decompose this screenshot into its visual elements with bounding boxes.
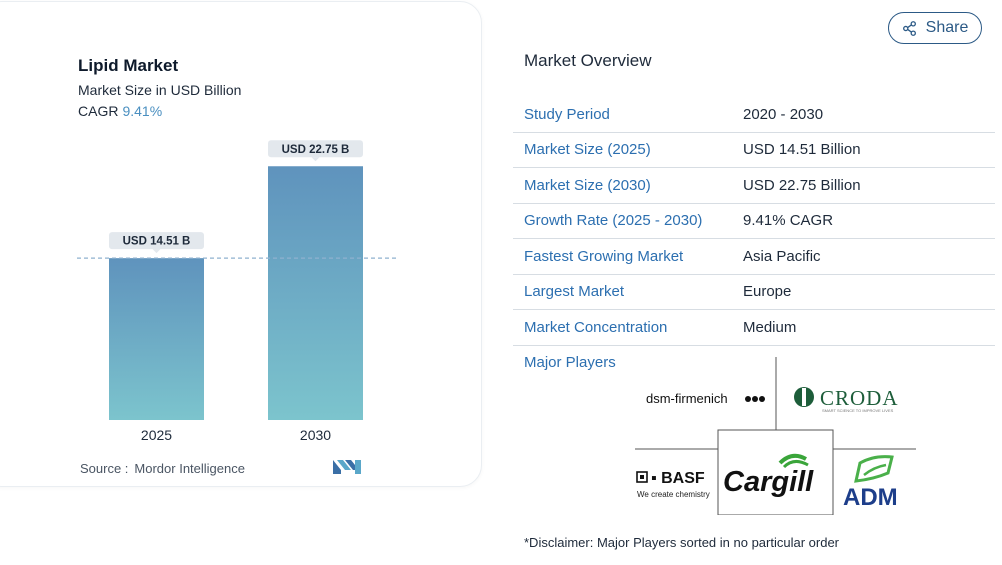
overview-row-concentration: Market Concentration Medium (513, 310, 995, 346)
share-button[interactable]: Share (888, 12, 982, 44)
cargill-logo: Cargill (723, 453, 814, 498)
bar-2030 (268, 166, 363, 420)
overview-row-market-size-2025: Market Size (2025) USD 14.51 Billion (513, 132, 995, 168)
row-value: USD 22.75 Billion (743, 176, 861, 194)
chart-cagr: CAGR 9.41% (78, 103, 162, 119)
chart-source: Source : Mordor Intelligence (80, 461, 245, 476)
row-label[interactable]: Largest Market (524, 283, 625, 301)
x-tick-2025: 2025 (141, 427, 172, 443)
share-label: Share (925, 19, 969, 36)
row-label[interactable]: Study Period (524, 105, 610, 123)
data-label-2025: USD 14.51 B (123, 236, 191, 248)
adm-logo: ADM (843, 455, 898, 511)
basf-logo: ▪ BASF We create chemistry (636, 470, 710, 499)
overview-title: Market Overview (524, 51, 652, 70)
basf-tagline: We create chemistry (637, 490, 710, 499)
data-label-box-2025 (109, 232, 204, 250)
basf-text: ▪ BASF (651, 470, 705, 487)
source-value: Mordor Intelligence (134, 461, 245, 476)
adm-text: ADM (843, 484, 898, 511)
overview-row-largest-market: Largest Market Europe (513, 274, 995, 310)
croda-logo: CRODA SMART SCIENCE TO IMPROVE LIVES (794, 386, 899, 413)
cagr-value: 9.41% (122, 103, 163, 119)
croda-tagline: SMART SCIENCE TO IMPROVE LIVES (822, 408, 894, 413)
overview-row-fastest-growing: Fastest Growing Market Asia Pacific (513, 239, 995, 275)
row-value: 9.41% CAGR (743, 212, 834, 230)
row-label[interactable]: Fastest Growing Market (524, 247, 684, 265)
row-value: USD 14.51 Billion (743, 141, 861, 159)
croda-text: CRODA (820, 386, 899, 410)
major-players-label[interactable]: Major Players (524, 354, 616, 371)
row-label[interactable]: Market Size (2030) (524, 176, 651, 194)
row-label[interactable]: Growth Rate (2025 - 2030) (524, 212, 703, 230)
overview-table: Study Period 2020 - 2030 Market Size (20… (513, 97, 995, 346)
overview-row-study-period: Study Period 2020 - 2030 (513, 97, 995, 133)
disclaimer: *Disclaimer: Major Players sorted in no … (524, 535, 840, 550)
dsm-firmenich-text: dsm-firmenich (646, 391, 728, 406)
chart-title: Lipid Market (78, 56, 179, 75)
row-value: 2020 - 2030 (743, 105, 824, 123)
share-icon (902, 20, 916, 36)
chart-subtitle: Market Size in USD Billion (78, 82, 242, 98)
overview-row-market-size-2030: Market Size (2030) USD 22.75 Billion (513, 168, 995, 204)
data-label-box-2030 (268, 140, 363, 158)
row-value: Asia Pacific (743, 247, 821, 265)
row-value: Medium (743, 318, 797, 336)
row-label[interactable]: Market Size (2025) (524, 141, 651, 159)
row-value: Europe (743, 283, 792, 301)
dsm-firmenich-logo: dsm-firmenich (646, 391, 765, 406)
mordor-intelligence-logo (333, 460, 361, 474)
data-label-pointer-2030 (311, 157, 320, 162)
row-label[interactable]: Market Concentration (524, 318, 668, 336)
source-label: Source : (80, 461, 129, 476)
bar-2025 (109, 258, 204, 420)
overview-row-growth-rate: Growth Rate (2025 - 2030) 9.41% CAGR (513, 203, 995, 239)
x-tick-2030: 2030 (300, 427, 331, 443)
data-label-pointer-2025 (152, 249, 161, 254)
players-center-box (717, 429, 834, 515)
chart-card (0, 1, 482, 487)
data-label-2030: USD 22.75 B (282, 144, 350, 156)
bar-chart: USD 14.51 B 2025 USD 22.75 B 2030 (77, 140, 398, 443)
major-players-logos: dsm-firmenich CRODA SMART SCIENCE TO IMP… (635, 357, 916, 515)
cagr-label: CAGR (78, 103, 119, 119)
cargill-text: Cargill (723, 466, 814, 498)
